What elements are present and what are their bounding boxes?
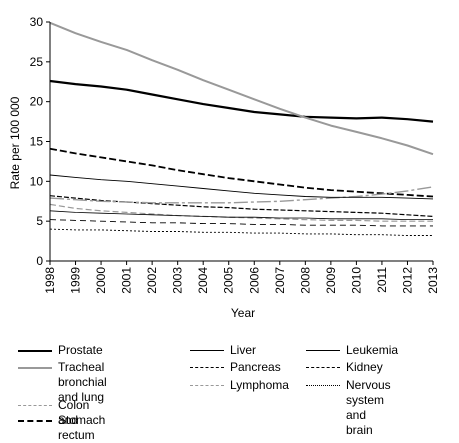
legend-swatch xyxy=(306,385,340,386)
y-tick-label: 0 xyxy=(36,254,43,268)
x-tick-label: 2004 xyxy=(196,267,210,294)
legend-label: Prostate xyxy=(58,343,103,357)
x-axis-title: Year xyxy=(231,306,255,320)
legend-label: Tracheal bronchial and lung xyxy=(58,360,107,404)
x-tick-label: 2000 xyxy=(94,267,108,294)
series-line-4 xyxy=(49,147,434,198)
x-tick-label: 2011 xyxy=(375,267,389,293)
line-chart: 1998 1999 2000 2001 2002 2003 2004 2005 2006 2007… xyxy=(8,15,440,320)
x-tick-label: 2007 xyxy=(273,267,287,294)
series-line-10 xyxy=(49,228,433,236)
series-lines xyxy=(49,21,434,236)
legend-swatch xyxy=(18,350,52,352)
legend: Prostate Tracheal bronchial and lung Colon… xyxy=(0,340,459,442)
legend-swatch xyxy=(306,350,340,351)
x-tick-label: 2012 xyxy=(400,267,414,294)
legend-label: Lymphoma xyxy=(230,378,289,392)
axes xyxy=(49,22,433,262)
x-tick-label: 2010 xyxy=(349,267,363,294)
legend-label: Liver xyxy=(230,343,257,357)
y-tick-label: 5 xyxy=(36,214,43,228)
x-axis-ticks: 1998 1999 2000 2001 2002 2003 2004 2005 2006 2007… xyxy=(43,261,440,294)
series-line-8 xyxy=(49,174,434,200)
x-tick-label: 1998 xyxy=(43,267,57,294)
x-tick-label: 2008 xyxy=(298,267,312,294)
x-tick-label: 2013 xyxy=(426,267,440,294)
legend-label: Pancreas xyxy=(230,360,281,374)
legend-swatch xyxy=(18,420,52,422)
series-line-3 xyxy=(49,203,433,222)
legend-swatch xyxy=(190,367,224,368)
series-line-7 xyxy=(49,186,434,204)
series-line-2 xyxy=(49,21,434,156)
legend-swatch xyxy=(190,385,224,386)
legend-label: Nervous system and brain xyxy=(346,378,391,437)
y-tick-label: 30 xyxy=(30,15,44,29)
x-tick-label: 2006 xyxy=(247,267,261,294)
x-tick-label: 2009 xyxy=(324,267,338,294)
series-line-1 xyxy=(49,79,434,123)
y-axis-ticks: 0 5 10 15 20 25 30 xyxy=(30,15,50,268)
x-tick-label: 2005 xyxy=(222,267,236,294)
legend-swatch xyxy=(18,367,52,369)
legend-label: Kidney xyxy=(346,360,383,374)
x-tick-label: 1999 xyxy=(69,267,83,294)
legend-swatch xyxy=(18,405,52,406)
y-tick-label: 20 xyxy=(30,95,44,109)
legend-label: Stomach xyxy=(58,413,106,427)
series-line-5 xyxy=(49,210,433,221)
x-tick-label: 2003 xyxy=(171,267,185,294)
y-axis-title: Rate per 100 000 xyxy=(8,96,22,189)
x-tick-label: 2002 xyxy=(145,267,159,294)
y-tick-label: 15 xyxy=(30,135,44,149)
legend-label: Leukemia xyxy=(346,343,399,357)
legend-swatch xyxy=(306,367,340,368)
legend-swatch xyxy=(190,350,224,351)
y-tick-label: 10 xyxy=(30,174,44,188)
x-tick-label: 2001 xyxy=(120,267,134,294)
y-tick-label: 25 xyxy=(30,55,44,69)
series-line-9 xyxy=(49,219,433,227)
